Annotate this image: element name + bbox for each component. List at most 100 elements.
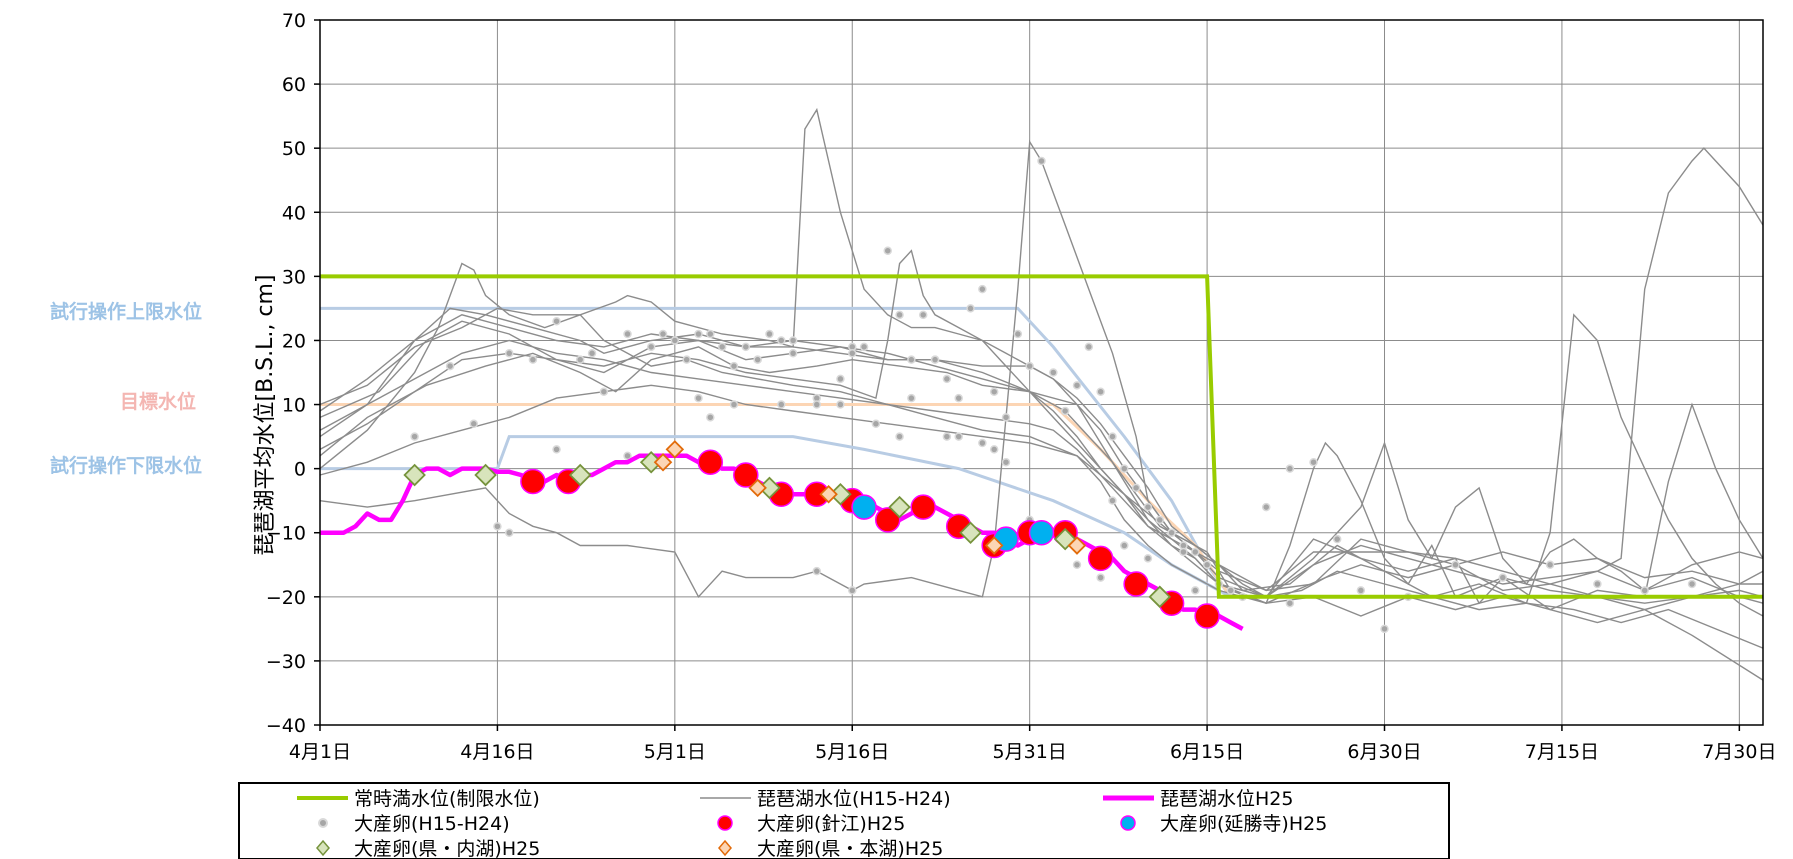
egg-hist-point — [1167, 528, 1176, 537]
egg-hist-point — [859, 342, 869, 352]
x-tick-label: 6月30日 — [1347, 741, 1421, 763]
lower-limit-line — [320, 435, 1232, 599]
egg-hist-point — [658, 329, 668, 339]
egg-hist-point — [966, 304, 975, 313]
egg-hist-point — [504, 349, 514, 358]
egg-hist-point — [1332, 534, 1342, 544]
history-line-1 — [319, 307, 1764, 604]
ref-label-target: 目標水位 — [120, 390, 196, 413]
egg-hist-point — [812, 566, 822, 576]
egg-naiko-point — [403, 463, 426, 487]
egg-hist-point — [954, 393, 963, 403]
egg-hist-point — [930, 355, 940, 364]
ref-label-lower: 試行操作下限水位 — [50, 454, 202, 477]
y-tick-label: 10 — [282, 395, 306, 417]
egg-hist-point — [1049, 368, 1058, 377]
egg-hist-point — [706, 329, 715, 339]
egg-hist-point — [777, 400, 786, 409]
legend-egg-harie: 大産卵(針江)H25 — [757, 813, 905, 835]
egg-naiko-point — [888, 495, 911, 519]
egg-hist-point — [848, 586, 857, 595]
egg-honko-point — [665, 440, 685, 459]
egg-naiko-point — [474, 463, 497, 487]
egg-hist-point — [729, 361, 739, 371]
y-tick-label: −40 — [266, 715, 306, 737]
legend-swatch-egg-enshoji — [1120, 815, 1136, 831]
egg-hist-point — [1120, 464, 1129, 473]
egg-hist-point — [623, 451, 632, 461]
legend-swatch-egg-honko — [718, 839, 732, 857]
egg-harie-point — [1123, 571, 1149, 597]
egg-hist-point — [1451, 560, 1460, 570]
egg-hist-point — [895, 310, 904, 320]
egg-enshoji-point — [851, 494, 877, 520]
egg-hist-point — [1191, 586, 1200, 595]
x-tick-label: 6月15日 — [1170, 741, 1244, 763]
legend-limit: 常時満水位(制限水位) — [354, 788, 540, 810]
egg-markers — [403, 440, 1220, 629]
egg-hist-point — [729, 400, 739, 409]
legend-egg-naiko: 大産卵(県・内湖)H25 — [354, 838, 540, 859]
egg-hist-point — [978, 284, 987, 294]
egg-hist-point — [1037, 156, 1046, 166]
egg-harie-point — [733, 462, 759, 488]
egg-hist-point — [907, 393, 916, 403]
egg-hist-point — [978, 438, 987, 448]
x-tick-label: 5月16日 — [815, 741, 889, 763]
egg-hist-point — [682, 355, 691, 364]
x-tick-label: 7月30日 — [1702, 741, 1776, 763]
egg-honko-point — [984, 536, 1004, 555]
history-lines — [319, 107, 1764, 681]
egg-hist-point — [1202, 560, 1212, 570]
y-axis-label: 琵琶湖平均水位[B.S.L., cm] — [253, 275, 278, 556]
legend-swatch-egg-harie — [717, 815, 733, 831]
egg-hist-point — [788, 349, 798, 358]
egg-hist-point — [1084, 342, 1094, 352]
egg-hist-point — [1096, 573, 1105, 582]
egg-hist-point — [1191, 547, 1200, 557]
y-tick-label: −10 — [266, 523, 306, 545]
egg-hist-point — [848, 349, 857, 358]
egg-hist-point — [1096, 387, 1105, 396]
egg-hist-point — [741, 342, 751, 352]
y-tick-label: 30 — [282, 266, 306, 288]
egg-hist-point — [1285, 598, 1295, 608]
egg-hist-point — [989, 387, 999, 396]
egg-hist-point — [871, 419, 881, 429]
egg-hist-point — [493, 522, 502, 531]
egg-hist-point — [1356, 586, 1366, 595]
egg-harie-point — [1194, 603, 1220, 629]
egg-hist-point — [836, 374, 845, 384]
legend-history: 琵琶湖水位(H15-H24) — [757, 788, 951, 810]
egg-hist-point — [1060, 406, 1070, 416]
y-tick-label: 60 — [282, 74, 306, 96]
legend-h25: 琵琶湖水位H25 — [1160, 788, 1293, 810]
egg-harie-point — [697, 449, 724, 475]
egg-naiko-point — [959, 521, 982, 544]
egg-hist-point — [883, 246, 892, 255]
egg-hist-point — [1108, 496, 1117, 505]
egg-hist-point — [1545, 560, 1555, 570]
egg-hist-point — [1072, 560, 1082, 570]
egg-hist-point — [954, 432, 963, 441]
egg-hist-point — [670, 336, 680, 345]
egg-honko-point — [748, 478, 767, 498]
egg-hist-point — [694, 393, 703, 403]
legend-swatch-egg-hist — [318, 818, 328, 828]
egg-hist-point — [1155, 515, 1165, 525]
egg-hist-point — [587, 349, 597, 358]
egg-hist-point — [469, 419, 479, 429]
egg-hist-point — [942, 432, 952, 441]
egg-hist-point — [1687, 579, 1697, 589]
egg-hist-point — [646, 342, 656, 352]
legend: 常時満水位(制限水位) 琵琶湖水位(H15-H24) 琵琶湖水位H25 大産卵(… — [238, 782, 1450, 859]
egg-hist-point — [1226, 586, 1235, 595]
egg-hist-point — [706, 413, 715, 422]
egg-hist-point — [895, 432, 904, 441]
egg-hist-point — [552, 445, 561, 454]
history-line-2 — [319, 320, 1764, 649]
y-tick-label: 50 — [282, 138, 306, 160]
x-tick-label: 7月15日 — [1525, 741, 1599, 763]
egg-hist-point — [918, 310, 928, 320]
